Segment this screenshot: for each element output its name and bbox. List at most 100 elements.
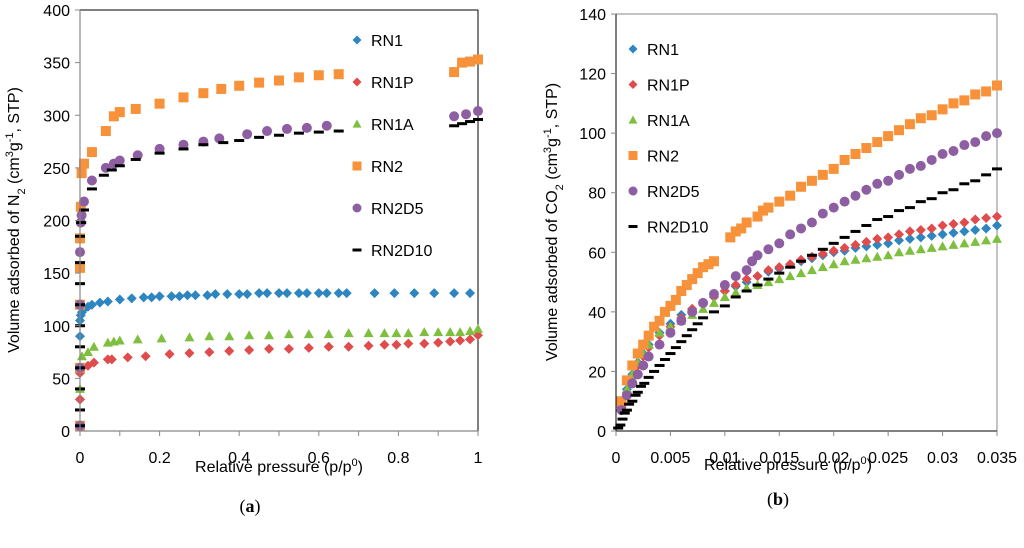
data-point bbox=[796, 223, 807, 234]
data-point bbox=[184, 332, 195, 342]
data-point bbox=[333, 129, 344, 133]
data-point bbox=[283, 343, 294, 354]
data-point bbox=[817, 169, 828, 180]
legend-marker-icon bbox=[352, 161, 362, 171]
data-point bbox=[313, 130, 324, 134]
data-point bbox=[274, 75, 284, 86]
data-point bbox=[146, 292, 157, 303]
x-tick-label: 0.01 bbox=[709, 450, 740, 467]
data-point bbox=[981, 223, 992, 234]
data-point bbox=[254, 135, 265, 139]
data-point bbox=[763, 202, 774, 213]
data-point bbox=[654, 339, 665, 350]
data-point bbox=[122, 352, 133, 363]
data-point bbox=[182, 290, 193, 301]
data-point bbox=[915, 232, 926, 243]
data-point bbox=[630, 393, 641, 397]
data-point bbox=[970, 224, 981, 235]
data-point bbox=[785, 271, 796, 281]
data-point bbox=[130, 157, 141, 161]
data-point bbox=[262, 288, 273, 299]
data-point bbox=[904, 226, 915, 237]
data-point bbox=[926, 154, 937, 165]
data-point bbox=[621, 408, 632, 412]
data-point bbox=[839, 235, 850, 239]
y-tick-label: 140 bbox=[579, 7, 606, 24]
data-point bbox=[465, 120, 476, 124]
data-point bbox=[698, 297, 709, 308]
data-point bbox=[806, 265, 817, 275]
data-point bbox=[234, 80, 245, 91]
legend-label: RN1 bbox=[647, 42, 679, 59]
data-point bbox=[817, 247, 828, 251]
data-point bbox=[218, 141, 229, 145]
legend-marker-icon bbox=[628, 44, 638, 54]
data-point bbox=[132, 334, 143, 344]
data-point bbox=[752, 283, 763, 287]
data-point bbox=[915, 113, 926, 124]
data-point bbox=[164, 349, 175, 360]
data-point bbox=[981, 173, 992, 177]
data-point bbox=[619, 411, 630, 415]
data-point bbox=[719, 304, 730, 308]
data-point bbox=[419, 327, 430, 337]
data-point bbox=[904, 163, 915, 174]
data-point bbox=[632, 369, 643, 380]
data-point bbox=[643, 375, 654, 379]
data-point bbox=[649, 321, 660, 332]
x-tick-label: 0.4 bbox=[228, 450, 250, 467]
series-rn1p bbox=[75, 330, 483, 431]
data-point bbox=[894, 125, 905, 136]
data-point bbox=[391, 339, 402, 350]
data-point bbox=[757, 205, 768, 216]
data-point bbox=[639, 381, 650, 385]
data-point bbox=[937, 241, 948, 251]
data-point bbox=[627, 378, 638, 389]
data-point bbox=[86, 175, 97, 186]
data-point bbox=[915, 160, 926, 171]
data-point bbox=[948, 98, 959, 109]
data-point bbox=[82, 347, 93, 357]
data-point bbox=[698, 303, 709, 313]
plot-area-a bbox=[80, 10, 478, 431]
data-point bbox=[76, 210, 87, 221]
data-point bbox=[78, 208, 89, 212]
data-point bbox=[379, 339, 390, 350]
data-point bbox=[959, 217, 970, 228]
data-point bbox=[796, 259, 807, 263]
data-point bbox=[970, 179, 981, 183]
legend-item-rn2: RN2 bbox=[352, 159, 403, 176]
data-point bbox=[981, 131, 992, 142]
data-point bbox=[224, 331, 235, 341]
data-point bbox=[616, 396, 627, 407]
panel-label-a: (a) bbox=[240, 496, 261, 517]
x-tick-label: 1 bbox=[474, 450, 483, 467]
data-point bbox=[992, 233, 1002, 243]
y-tick-label: 100 bbox=[579, 126, 606, 143]
data-point bbox=[926, 223, 937, 234]
data-point bbox=[915, 244, 926, 254]
x-tick-label: 0 bbox=[612, 450, 621, 467]
data-point bbox=[883, 131, 894, 142]
data-point bbox=[281, 288, 292, 299]
y-axis-label-b: Volume adsorbed of CO2 (cm3g-1, STP) bbox=[542, 83, 566, 361]
data-point bbox=[850, 229, 861, 233]
legend-label: RN2D5 bbox=[371, 201, 424, 218]
legend-item-rn2d10: RN2D10 bbox=[628, 220, 708, 237]
series-rn2 bbox=[616, 80, 1002, 407]
data-point bbox=[828, 259, 839, 269]
data-point bbox=[293, 131, 304, 135]
legend-a: RN1 RN1P RN1A RN2 RN2D5 RN2D10 bbox=[352, 33, 432, 260]
data-point bbox=[621, 375, 632, 386]
data-point bbox=[154, 98, 165, 109]
data-point bbox=[687, 306, 698, 317]
data-point bbox=[730, 280, 741, 291]
data-point bbox=[303, 329, 314, 339]
data-point bbox=[429, 288, 440, 299]
data-point bbox=[654, 315, 665, 326]
data-point bbox=[970, 137, 981, 148]
data-point bbox=[730, 226, 741, 237]
y-tick-label: 400 bbox=[43, 3, 70, 20]
data-point bbox=[992, 167, 1002, 171]
data-point bbox=[242, 129, 253, 140]
